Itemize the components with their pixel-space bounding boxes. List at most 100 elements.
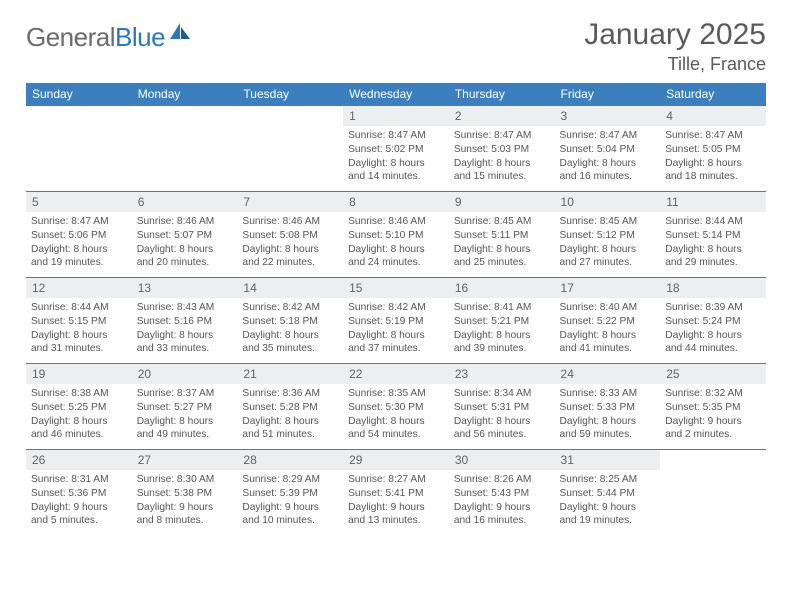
sunset-text: Sunset: 5:05 PM (665, 143, 761, 157)
calendar-week: 5Sunrise: 8:47 AMSunset: 5:06 PMDaylight… (26, 192, 766, 278)
sunrise-text: Sunrise: 8:46 AM (348, 215, 444, 229)
sunset-text: Sunset: 5:27 PM (137, 401, 233, 415)
daylight-line2: and 54 minutes. (348, 428, 444, 442)
weekday-header: Friday (555, 83, 661, 106)
calendar-week: 1Sunrise: 8:47 AMSunset: 5:02 PMDaylight… (26, 106, 766, 192)
daylight-line2: and 33 minutes. (137, 342, 233, 356)
daylight-line1: Daylight: 9 hours (242, 501, 338, 515)
daylight-line1: Daylight: 8 hours (560, 157, 656, 171)
day-details: Sunrise: 8:29 AMSunset: 5:39 PMDaylight:… (237, 470, 343, 532)
daylight-line2: and 15 minutes. (454, 170, 550, 184)
daylight-line1: Daylight: 8 hours (137, 329, 233, 343)
daylight-line1: Daylight: 9 hours (31, 501, 127, 515)
sunset-text: Sunset: 5:02 PM (348, 143, 444, 157)
day-details: Sunrise: 8:33 AMSunset: 5:33 PMDaylight:… (555, 384, 661, 446)
daylight-line1: Daylight: 8 hours (348, 243, 444, 257)
sunrise-text: Sunrise: 8:38 AM (31, 387, 127, 401)
calendar-cell: 28Sunrise: 8:29 AMSunset: 5:39 PMDayligh… (237, 450, 343, 536)
calendar-cell: 8Sunrise: 8:46 AMSunset: 5:10 PMDaylight… (343, 192, 449, 278)
daylight-line1: Daylight: 8 hours (454, 329, 550, 343)
calendar-week: 26Sunrise: 8:31 AMSunset: 5:36 PMDayligh… (26, 450, 766, 536)
day-number: 22 (343, 364, 449, 384)
daylight-line1: Daylight: 8 hours (560, 243, 656, 257)
sunrise-text: Sunrise: 8:36 AM (242, 387, 338, 401)
day-details: Sunrise: 8:47 AMSunset: 5:02 PMDaylight:… (343, 126, 449, 188)
calendar-cell: 24Sunrise: 8:33 AMSunset: 5:33 PMDayligh… (555, 364, 661, 450)
calendar-cell: 19Sunrise: 8:38 AMSunset: 5:25 PMDayligh… (26, 364, 132, 450)
day-number: 25 (660, 364, 766, 384)
daylight-line2: and 59 minutes. (560, 428, 656, 442)
calendar-cell: 1Sunrise: 8:47 AMSunset: 5:02 PMDaylight… (343, 106, 449, 192)
calendar-cell (660, 450, 766, 536)
sunrise-text: Sunrise: 8:39 AM (665, 301, 761, 315)
title-block: January 2025 Tille, France (584, 18, 766, 75)
daylight-line2: and 46 minutes. (31, 428, 127, 442)
sunset-text: Sunset: 5:43 PM (454, 487, 550, 501)
day-details: Sunrise: 8:46 AMSunset: 5:07 PMDaylight:… (132, 212, 238, 274)
brand-part1: General (26, 22, 115, 52)
calendar-cell: 30Sunrise: 8:26 AMSunset: 5:43 PMDayligh… (449, 450, 555, 536)
day-details: Sunrise: 8:47 AMSunset: 5:06 PMDaylight:… (26, 212, 132, 274)
sunrise-text: Sunrise: 8:31 AM (31, 473, 127, 487)
calendar-cell: 2Sunrise: 8:47 AMSunset: 5:03 PMDaylight… (449, 106, 555, 192)
weekday-header: Thursday (449, 83, 555, 106)
sunrise-text: Sunrise: 8:35 AM (348, 387, 444, 401)
day-number: 26 (26, 450, 132, 470)
daylight-line2: and 49 minutes. (137, 428, 233, 442)
sail-icon (169, 22, 191, 45)
sunset-text: Sunset: 5:22 PM (560, 315, 656, 329)
sunrise-text: Sunrise: 8:46 AM (137, 215, 233, 229)
day-number: 5 (26, 192, 132, 212)
day-number: 17 (555, 278, 661, 298)
sunrise-text: Sunrise: 8:44 AM (31, 301, 127, 315)
calendar-cell: 25Sunrise: 8:32 AMSunset: 5:35 PMDayligh… (660, 364, 766, 450)
calendar-cell: 12Sunrise: 8:44 AMSunset: 5:15 PMDayligh… (26, 278, 132, 364)
calendar-cell: 4Sunrise: 8:47 AMSunset: 5:05 PMDaylight… (660, 106, 766, 192)
day-details: Sunrise: 8:39 AMSunset: 5:24 PMDaylight:… (660, 298, 766, 360)
sunset-text: Sunset: 5:18 PM (242, 315, 338, 329)
day-details: Sunrise: 8:42 AMSunset: 5:19 PMDaylight:… (343, 298, 449, 360)
location-label: Tille, France (584, 54, 766, 75)
day-details: Sunrise: 8:30 AMSunset: 5:38 PMDaylight:… (132, 470, 238, 532)
sunrise-text: Sunrise: 8:27 AM (348, 473, 444, 487)
daylight-line2: and 39 minutes. (454, 342, 550, 356)
calendar-cell: 5Sunrise: 8:47 AMSunset: 5:06 PMDaylight… (26, 192, 132, 278)
sunset-text: Sunset: 5:19 PM (348, 315, 444, 329)
sunrise-text: Sunrise: 8:30 AM (137, 473, 233, 487)
sunset-text: Sunset: 5:04 PM (560, 143, 656, 157)
day-details: Sunrise: 8:42 AMSunset: 5:18 PMDaylight:… (237, 298, 343, 360)
daylight-line1: Daylight: 8 hours (242, 415, 338, 429)
day-number: 20 (132, 364, 238, 384)
calendar-cell: 16Sunrise: 8:41 AMSunset: 5:21 PMDayligh… (449, 278, 555, 364)
day-number: 10 (555, 192, 661, 212)
daylight-line2: and 41 minutes. (560, 342, 656, 356)
day-details: Sunrise: 8:32 AMSunset: 5:35 PMDaylight:… (660, 384, 766, 446)
day-details: Sunrise: 8:47 AMSunset: 5:03 PMDaylight:… (449, 126, 555, 188)
sunrise-text: Sunrise: 8:47 AM (348, 129, 444, 143)
day-details: Sunrise: 8:44 AMSunset: 5:15 PMDaylight:… (26, 298, 132, 360)
sunset-text: Sunset: 5:25 PM (31, 401, 127, 415)
daylight-line2: and 29 minutes. (665, 256, 761, 270)
day-number: 15 (343, 278, 449, 298)
day-details: Sunrise: 8:37 AMSunset: 5:27 PMDaylight:… (132, 384, 238, 446)
calendar-cell: 23Sunrise: 8:34 AMSunset: 5:31 PMDayligh… (449, 364, 555, 450)
sunset-text: Sunset: 5:16 PM (137, 315, 233, 329)
daylight-line1: Daylight: 8 hours (454, 243, 550, 257)
calendar-cell (132, 106, 238, 192)
daylight-line2: and 31 minutes. (31, 342, 127, 356)
month-title: January 2025 (584, 18, 766, 52)
calendar-cell (26, 106, 132, 192)
day-number: 27 (132, 450, 238, 470)
sunrise-text: Sunrise: 8:40 AM (560, 301, 656, 315)
daylight-line1: Daylight: 8 hours (560, 329, 656, 343)
sunset-text: Sunset: 5:24 PM (665, 315, 761, 329)
daylight-line2: and 19 minutes. (560, 514, 656, 528)
calendar-cell: 6Sunrise: 8:46 AMSunset: 5:07 PMDaylight… (132, 192, 238, 278)
calendar-cell: 7Sunrise: 8:46 AMSunset: 5:08 PMDaylight… (237, 192, 343, 278)
daylight-line2: and 19 minutes. (31, 256, 127, 270)
day-number: 2 (449, 106, 555, 126)
daylight-line1: Daylight: 8 hours (348, 157, 444, 171)
calendar-cell: 29Sunrise: 8:27 AMSunset: 5:41 PMDayligh… (343, 450, 449, 536)
sunset-text: Sunset: 5:08 PM (242, 229, 338, 243)
day-number: 7 (237, 192, 343, 212)
